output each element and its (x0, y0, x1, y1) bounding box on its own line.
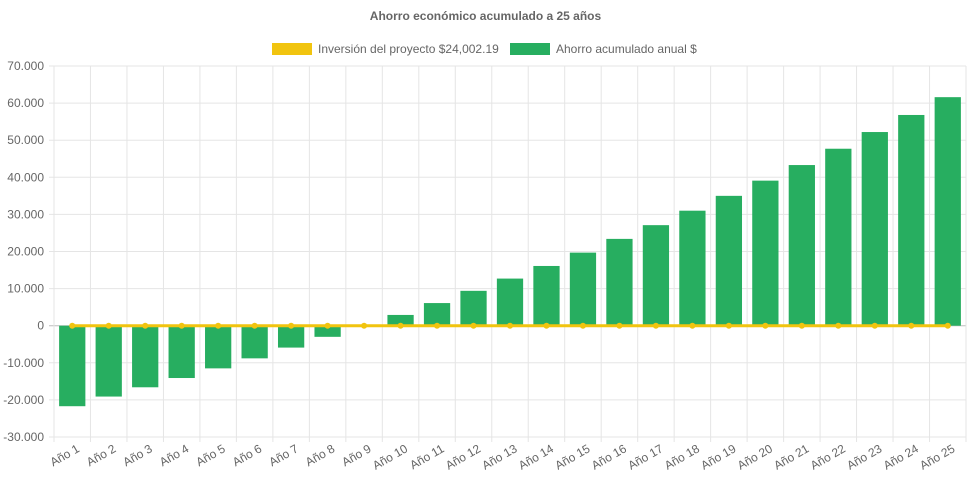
savings-bar (752, 180, 779, 326)
chart-title: Ahorro económico acumulado a 25 años (369, 9, 602, 23)
x-tick-label: Año 13 (480, 441, 520, 472)
savings-bar (314, 325, 341, 337)
investment-point (178, 322, 185, 329)
legend: Inversión del proyecto $24,002.19 Ahorro… (0, 41, 971, 57)
x-tick-label: Año 9 (339, 441, 373, 469)
investment-point (725, 322, 732, 329)
y-tick-label: -30.000 (3, 430, 44, 444)
y-tick-label: 50.000 (7, 133, 44, 147)
x-tick-label: Año 18 (662, 441, 702, 472)
y-tick-label: 0 (37, 319, 44, 333)
legend-label-investment: Inversión del proyecto $24,002.19 (318, 42, 499, 56)
investment-point (689, 322, 696, 329)
legend-item-investment[interactable]: Inversión del proyecto $24,002.19 (272, 41, 499, 57)
x-tick-label: Año 12 (443, 441, 483, 472)
savings-bar (934, 97, 961, 326)
legend-swatch-savings (510, 43, 550, 55)
investment-point (652, 322, 659, 329)
investment-point (908, 322, 915, 329)
savings-bar (861, 132, 888, 326)
y-tick-label: 30.000 (7, 207, 44, 221)
x-tick-label: Año 14 (516, 441, 556, 472)
x-tick-label: Año 3 (121, 441, 155, 469)
investment-point (507, 322, 513, 329)
x-tick-label: Año 24 (881, 441, 921, 472)
investment-point (616, 322, 623, 329)
legend-swatch-investment (272, 43, 312, 55)
savings-bar (205, 325, 232, 369)
investment-point (944, 322, 951, 329)
investment-point (579, 322, 586, 329)
investment-point (288, 322, 295, 329)
legend-item-savings[interactable]: Ahorro acumulado anual $ (510, 41, 697, 57)
savings-bar (898, 114, 925, 326)
savings-bar (825, 148, 852, 326)
investment-point (215, 322, 222, 329)
savings-bar (533, 265, 560, 326)
savings-bar (132, 325, 159, 388)
savings-bar (679, 210, 706, 326)
y-tick-label: -20.000 (3, 393, 44, 407)
investment-point (798, 322, 805, 329)
savings-bar (606, 238, 633, 326)
savings-bar (59, 325, 86, 407)
savings-bar (95, 325, 122, 397)
x-tick-label: Año 2 (84, 441, 118, 469)
x-tick-label: Año 11 (407, 441, 446, 472)
investment-point (434, 322, 441, 329)
y-tick-label: -10.000 (3, 356, 44, 370)
x-tick-label: Año 25 (917, 441, 957, 472)
x-tick-label: Año 22 (808, 441, 848, 472)
savings-bar (423, 303, 451, 326)
x-tick-label: Año 8 (303, 441, 337, 469)
x-tick-label: Año 1 (48, 441, 82, 469)
x-tick-label: Año 19 (698, 441, 738, 472)
savings-bar (241, 325, 268, 359)
investment-point (762, 322, 769, 329)
x-tick-label: Año 21 (771, 441, 811, 472)
y-tick-label: 60.000 (7, 96, 44, 110)
x-tick-label: Año 7 (266, 441, 300, 469)
investment-point (543, 322, 550, 329)
savings-bar (569, 252, 597, 326)
savings-bar (642, 225, 670, 326)
investment-point (142, 322, 149, 329)
savings-bar (277, 325, 305, 348)
investment-point (871, 322, 878, 329)
x-tick-label: Año 15 (553, 441, 593, 472)
investment-point (361, 322, 368, 329)
savings-bar (715, 195, 743, 326)
investment-point (251, 322, 258, 329)
legend-label-savings: Ahorro acumulado anual $ (556, 42, 697, 56)
savings-bar (387, 314, 414, 326)
investment-point (397, 322, 404, 329)
savings-bar (788, 165, 815, 326)
x-tick-label: Año 16 (589, 441, 629, 472)
x-tick-label: Año 17 (625, 441, 665, 472)
investment-point (835, 322, 842, 329)
x-tick-label: Año 23 (844, 441, 884, 472)
y-tick-label: 10.000 (7, 282, 44, 296)
investment-point (69, 322, 76, 329)
investment-point (470, 322, 477, 329)
y-tick-label: 70.000 (7, 59, 44, 73)
savings-bar (168, 325, 195, 379)
y-tick-label: 40.000 (7, 170, 44, 184)
x-tick-label: Año 6 (230, 441, 264, 469)
savings-bar (496, 278, 524, 326)
investment-point (324, 322, 331, 329)
savings-bar (460, 290, 487, 326)
y-tick-label: 20.000 (7, 245, 44, 259)
x-tick-label: Año 20 (735, 441, 775, 472)
x-tick-label: Año 5 (194, 441, 228, 469)
investment-point (105, 322, 112, 329)
x-tick-label: Año 4 (157, 441, 191, 469)
x-tick-label: Año 10 (370, 441, 410, 472)
